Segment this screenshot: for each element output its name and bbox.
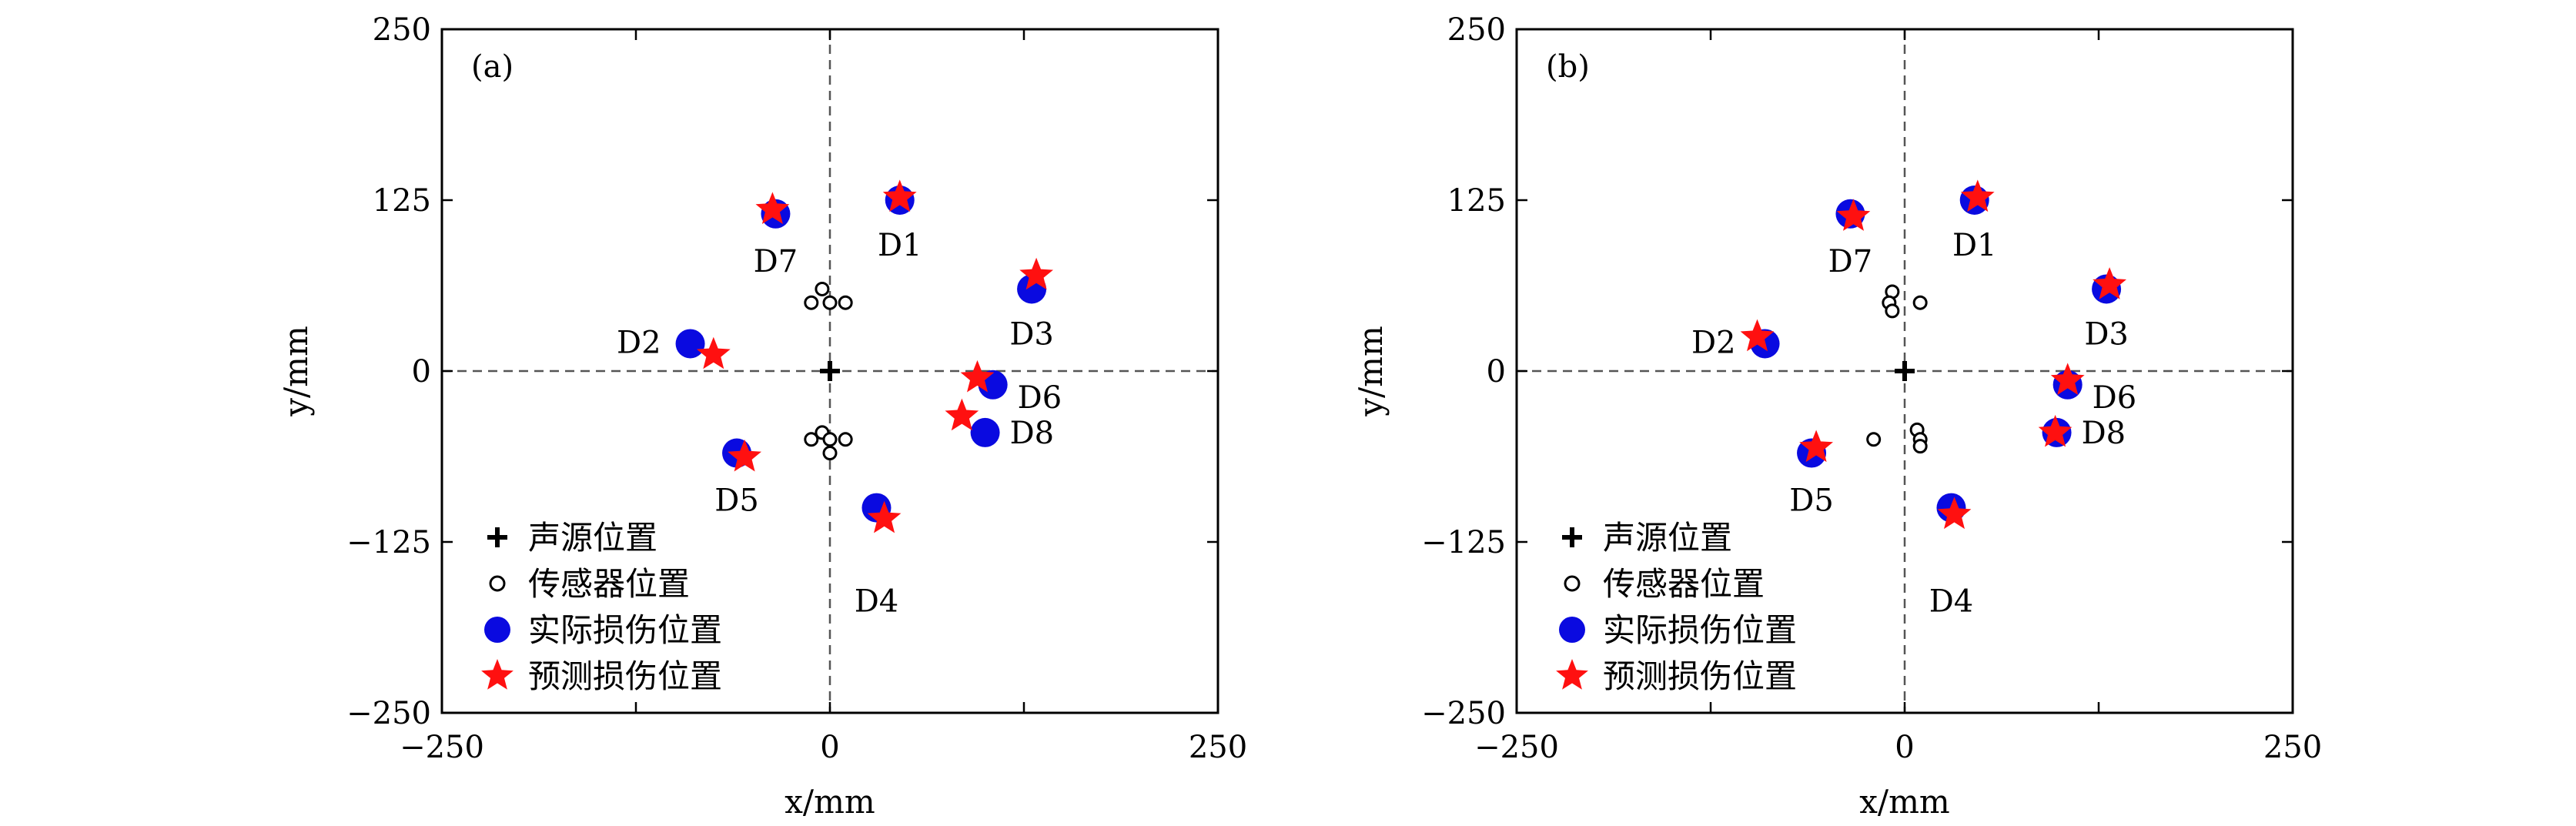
predicted-damage-d3 [1019,257,1053,290]
predicted-damage-d2 [1740,319,1775,352]
x-axis-label: x/mm [785,783,875,821]
damage-label-d2: D2 [1691,325,1736,360]
predicted-damage-d6 [2050,363,2085,395]
actual-damage-d8 [970,417,1000,447]
damage-label-d3: D3 [2084,316,2129,352]
sensor-marker [804,295,819,310]
predicted-damage-d7 [1836,199,1871,231]
legend-label: 声源位置 [1603,519,1732,557]
legend-actual-icon [484,617,510,643]
y-axis-label: y/mm [277,326,315,417]
sensor-marker [822,446,838,461]
predicted-damage-d7 [755,192,790,224]
chart-panel-b: −250 0 250 −250 −125 0 125 250 x/mm y/mm (b) D1 D2 D3… [1352,12,2322,821]
predicted-damage-d1 [882,179,917,212]
legend-predicted-icon [481,659,514,690]
x-axis-label: x/mm [1859,783,1950,821]
x-tick-label: 0 [1895,730,1914,765]
damage-label-d1: D1 [878,228,922,263]
legend-label: 传感器位置 [1603,565,1765,603]
damage-label-d4: D4 [1929,584,1974,620]
sensor-marker [838,295,853,310]
legend-source-icon [1562,527,1582,547]
sensor-marker [838,432,853,447]
damage-label-d6: D6 [1018,380,1062,416]
y-tick-label: 250 [373,12,431,48]
damage-label-d8: D8 [1010,416,1055,451]
y-tick-label: 0 [412,354,431,390]
x-tick-label: −250 [1474,730,1559,765]
sensor-marker [815,281,830,296]
legend-predicted-icon [1556,659,1588,690]
y-tick-label: −250 [346,696,431,731]
damage-label-d7: D7 [754,244,798,279]
sensor-marker [822,432,838,447]
predicted-damage-d8 [945,398,979,431]
predicted-damage-d4 [1937,497,1972,530]
y-tick-label: −125 [1421,525,1506,560]
y-tick-label: −125 [346,525,431,560]
chart-panel-a: −250 0 250 −250 −125 0 125 250 x/mm y/mm (a) D1 D2 D3… [277,12,1247,821]
legend-label: 实际损伤位置 [1603,611,1797,649]
x-tick-label: −250 [400,730,484,765]
legend-label: 传感器位置 [528,565,690,603]
predicted-damage-d5 [728,439,761,472]
sensor-marker [1866,432,1882,447]
predicted-damage-d8 [2038,414,2073,447]
predicted-damage-d3 [2093,267,2126,299]
legend-actual-icon [1559,617,1585,643]
predicted-damage-d1 [1960,179,1995,212]
damage-label-d6: D6 [2093,380,2137,416]
legend-sensor-icon [489,575,506,592]
damage-label-d1: D1 [1952,228,1997,263]
actual-damage-d2 [675,329,705,359]
damage-label-d2: D2 [617,325,661,360]
sensor-marker [1885,303,1900,319]
x-tick-label: 0 [820,730,839,765]
legend-label: 声源位置 [528,519,657,557]
y-tick-label: 250 [1447,12,1506,48]
damage-label-d5: D5 [714,483,759,519]
damage-label-d4: D4 [855,584,899,620]
y-tick-label: 0 [1487,354,1506,390]
legend-sensor-icon [1564,575,1581,592]
legend-label: 预测损伤位置 [528,657,722,695]
y-axis-label: y/mm [1352,326,1390,417]
source-marker [1895,361,1915,381]
damage-label-d7: D7 [1828,244,1873,279]
damage-label-d8: D8 [2082,416,2126,451]
predicted-damage-d6 [960,359,995,393]
legend-label: 预测损伤位置 [1603,657,1797,695]
panel-tag: (b) [1546,49,1590,85]
sensor-marker [822,295,838,310]
predicted-damage-d5 [1799,430,1833,463]
x-tick-label: 250 [1189,730,1247,765]
damage-label-d3: D3 [1009,316,1054,352]
sensor-marker [1912,295,1928,310]
legend-label: 实际损伤位置 [528,611,722,649]
sensor-marker [1912,439,1928,454]
predicted-damage-d4 [867,500,902,533]
source-marker [820,361,840,381]
y-tick-label: 125 [1447,183,1506,219]
y-tick-label: −250 [1421,696,1506,731]
sensor-marker [804,432,819,447]
damage-label-d5: D5 [1789,483,1834,519]
predicted-damage-d2 [696,336,731,370]
legend-source-icon [487,527,507,547]
y-tick-label: 125 [373,183,431,219]
panel-tag: (a) [471,49,514,85]
x-tick-label: 250 [2263,730,2322,765]
